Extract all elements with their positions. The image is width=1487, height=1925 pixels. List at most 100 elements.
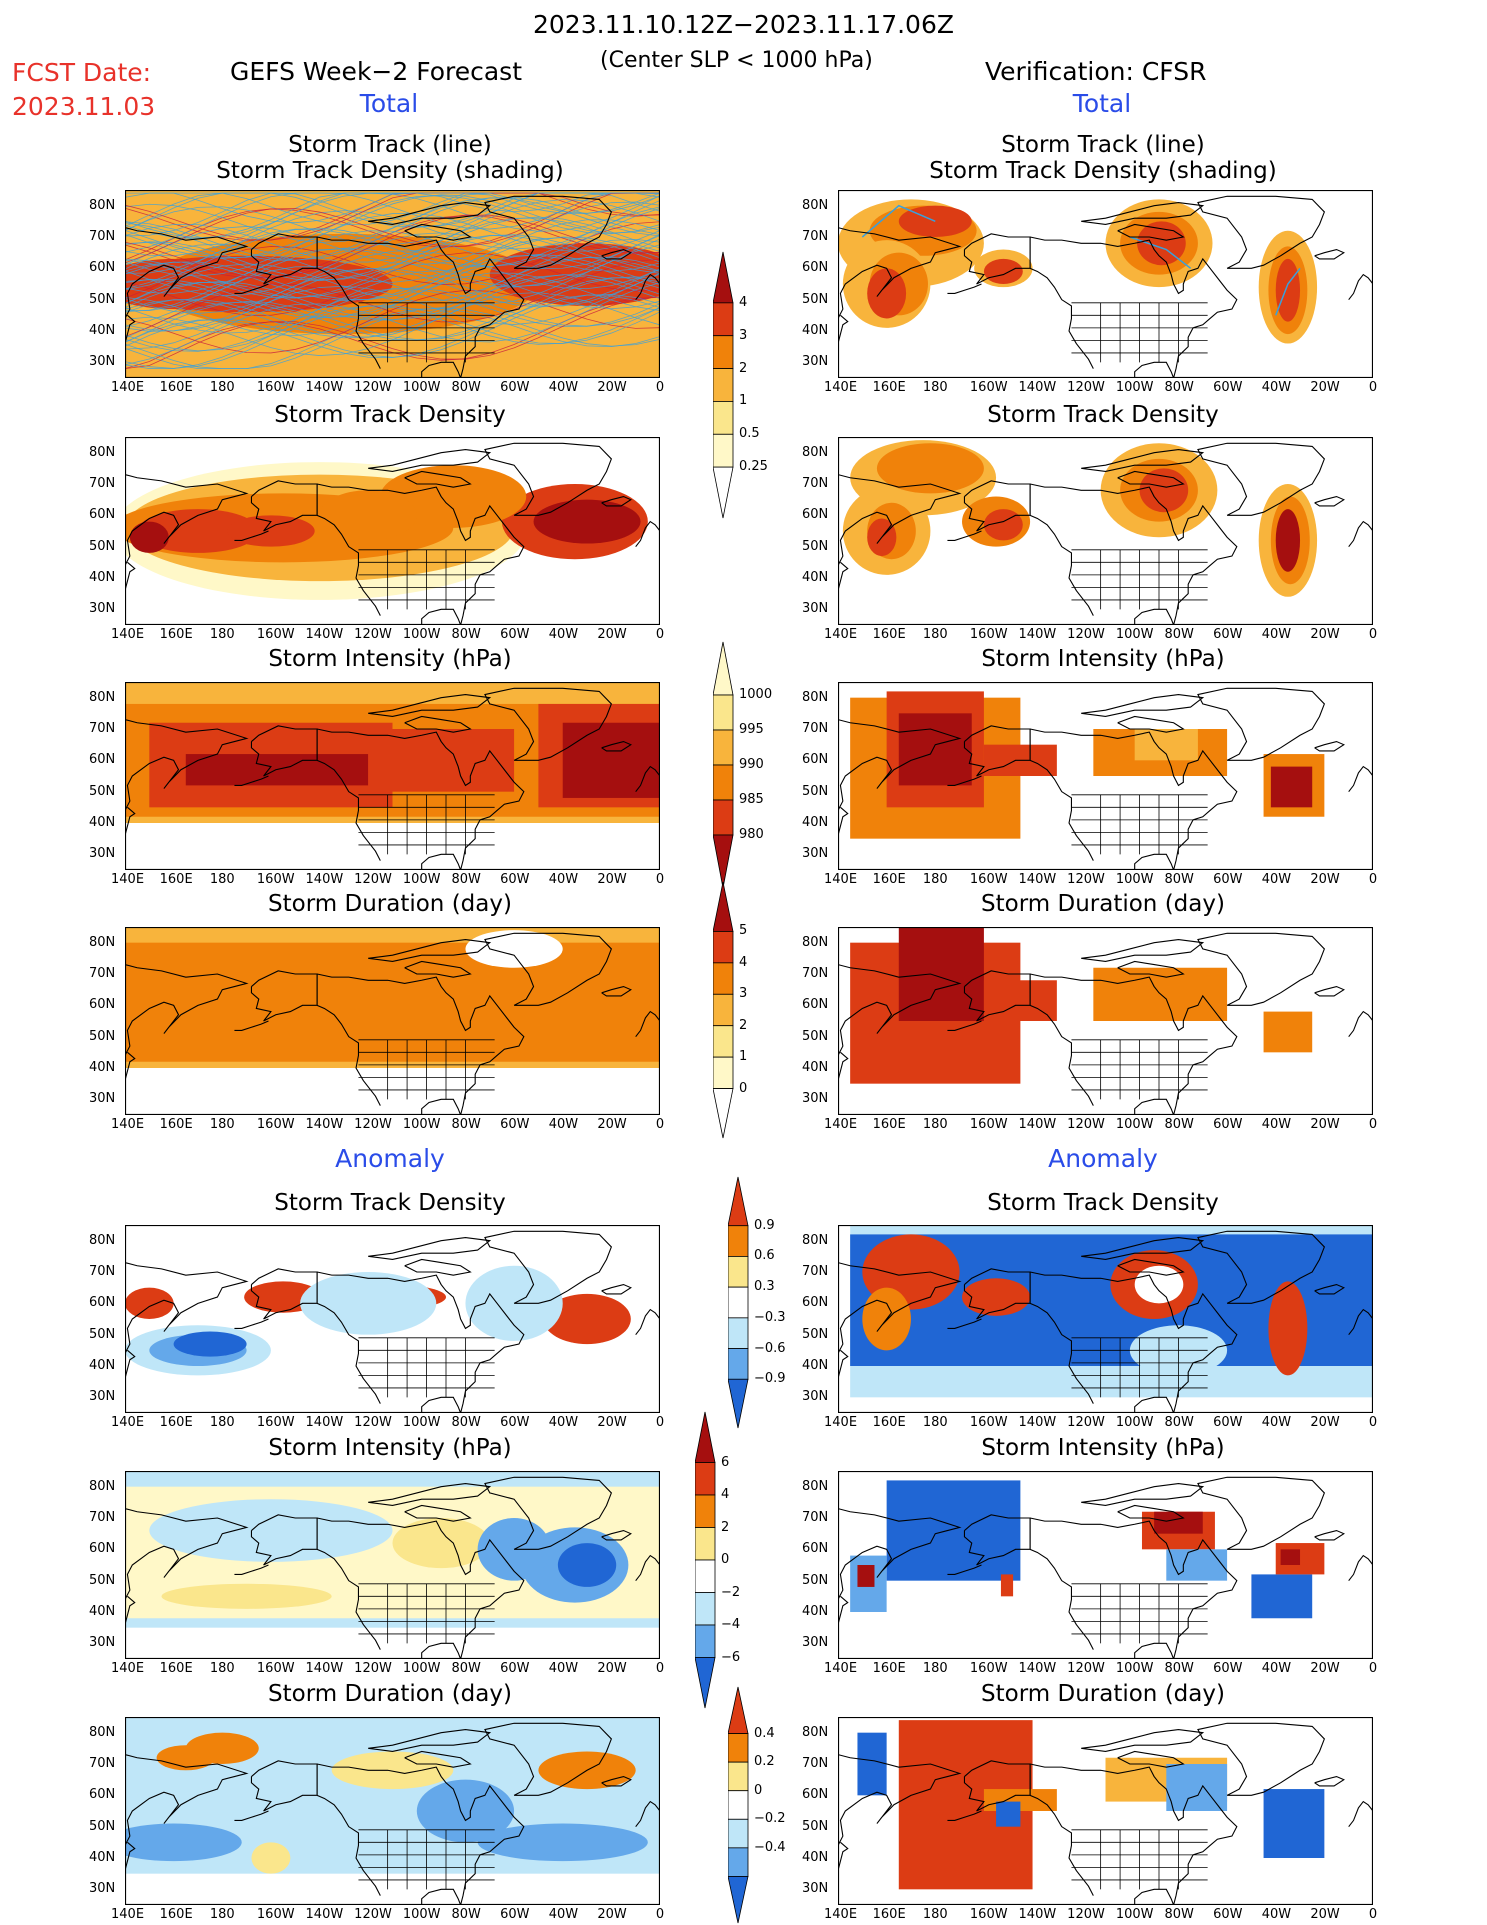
lat-tick-label: 70N [802, 966, 829, 981]
lat-tick-label: 40N [802, 815, 829, 830]
lon-tick-label: 120W [1067, 1907, 1105, 1922]
lon-tick-label: 120W [354, 627, 392, 642]
lon-tick-label: 140E [111, 1415, 145, 1430]
map-duration-forecast [125, 927, 660, 1115]
colorbar-tick-label: 995 [739, 722, 764, 737]
lon-tick-label: 140E [824, 1117, 858, 1132]
colorbar-tick-label: 1 [739, 393, 748, 409]
lon-tick-label: 120W [1067, 1661, 1105, 1676]
lon-tick-label: 80W [1164, 872, 1194, 887]
lon-tick-label: 100W [402, 1907, 441, 1922]
lon-tick-label: 140W [305, 627, 344, 642]
lon-tick-label: 160W [256, 380, 295, 395]
lon-tick-label: 120W [1067, 872, 1105, 887]
lat-tick-label: 60N [802, 752, 829, 768]
lat-tick-label: 70N [89, 966, 116, 981]
lat-tick-label: 80N [802, 934, 829, 950]
colorbar-tick-label: 4 [721, 1487, 730, 1502]
lat-tick-label: 80N [89, 1478, 116, 1494]
lon-tick-label: 40W [548, 1907, 579, 1922]
lon-tick-label: 120W [354, 1661, 392, 1676]
lon-tick-label: 100W [402, 1415, 441, 1430]
lon-tick-label: 40W [1261, 1415, 1292, 1430]
lat-tick-label: 50N [89, 1572, 116, 1588]
lat-tick-label: 30N [89, 1881, 116, 1897]
colorbar-tick-label: 980 [739, 827, 764, 842]
lat-tick-label: 30N [89, 601, 116, 617]
lon-tick-label: 140W [1018, 627, 1057, 642]
lon-tick-label: 80W [1164, 1415, 1194, 1430]
lon-tick-label: 160E [872, 1907, 906, 1922]
lat-tick-label: 50N [89, 538, 116, 554]
lon-tick-label: 0 [1368, 1661, 1378, 1676]
lat-tick-label: 80N [802, 1724, 829, 1740]
lat-tick-label: 40N [89, 1060, 116, 1075]
lat-tick-label: 60N [802, 1541, 829, 1557]
lon-tick-label: 80W [451, 627, 481, 642]
lon-tick-label: 160W [256, 1117, 295, 1132]
lat-tick-label: 80N [89, 934, 116, 950]
lon-tick-label: 20W [597, 380, 627, 395]
lon-tick-label: 140W [1018, 1117, 1057, 1132]
lon-tick-label: 40W [548, 380, 579, 395]
panel-title-track-line-right: Storm Track (line) [1001, 132, 1205, 158]
colorbar-tick-label: 1000 [739, 687, 773, 702]
lon-tick-label: 160E [159, 1907, 193, 1922]
lat-tick-label: 60N [89, 1295, 116, 1311]
lon-tick-label: 0 [655, 1117, 665, 1132]
lat-tick-label: 40N [802, 323, 829, 338]
lon-tick-label: 160E [159, 872, 193, 887]
lon-tick-label: 160E [872, 380, 906, 395]
lat-tick-label: 50N [802, 783, 829, 799]
lon-tick-label: 140E [824, 1907, 858, 1922]
lon-tick-label: 0 [1368, 1117, 1378, 1132]
lon-tick-label: 180 [922, 1117, 948, 1132]
lat-tick-label: 40N [89, 1604, 116, 1619]
lon-tick-label: 100W [1115, 380, 1154, 395]
lon-tick-label: 40W [1261, 380, 1292, 395]
lat-tick-label: 70N [802, 721, 829, 736]
lon-tick-label: 140E [111, 872, 145, 887]
lon-tick-label: 140E [111, 1117, 145, 1132]
lat-tick-label: 30N [802, 1091, 829, 1107]
lon-tick-label: 20W [1310, 1415, 1340, 1430]
colorbar-total-duration: 5 4 3 2 1 0 [713, 880, 803, 1140]
lat-tick-label: 80N [802, 1478, 829, 1494]
lon-tick-label: 180 [922, 627, 948, 642]
lat-tick-label: 70N [802, 1756, 829, 1771]
condition-subtitle: (Center SLP < 1000 hPa) [600, 48, 873, 73]
lat-tick-label: 60N [89, 997, 116, 1013]
lon-tick-label: 160E [872, 1117, 906, 1132]
lon-tick-label: 120W [354, 380, 392, 395]
map-duration-verif [838, 927, 1373, 1115]
lon-tick-label: 80W [1164, 1661, 1194, 1676]
colorbar-tick-label: 6 [721, 1454, 730, 1470]
lat-tick-label: 60N [89, 1541, 116, 1557]
lon-tick-label: 160W [969, 1661, 1008, 1676]
map-intensity-verif [838, 682, 1373, 870]
lat-tick-label: 60N [802, 1295, 829, 1311]
lon-tick-label: 140W [305, 380, 344, 395]
lat-tick-label: 50N [802, 1572, 829, 1588]
lon-tick-label: 100W [402, 1661, 441, 1676]
lon-tick-label: 120W [1067, 1117, 1105, 1132]
lon-tick-label: 100W [1115, 1907, 1154, 1922]
lon-tick-label: 160W [256, 1661, 295, 1676]
lon-tick-label: 80W [451, 1117, 481, 1132]
lon-tick-label: 100W [1115, 1661, 1154, 1676]
lon-tick-label: 60W [1213, 380, 1243, 395]
lon-tick-label: 140W [305, 1661, 344, 1676]
colorbar-tick-label: 0.6 [754, 1248, 775, 1264]
lat-tick-label: 30N [802, 1635, 829, 1651]
lon-tick-label: 140W [305, 872, 344, 887]
map-anom-duration-forecast [125, 1717, 660, 1905]
panel-title-density-right: Storm Track Density [987, 402, 1219, 428]
lat-tick-label: 40N [802, 1850, 829, 1865]
lat-tick-label: 60N [802, 997, 829, 1013]
map-track-forecast [125, 190, 660, 378]
panel-title-anom-duration-right: Storm Duration (day) [981, 1681, 1225, 1707]
lat-tick-label: 40N [802, 1060, 829, 1075]
lon-tick-label: 160W [256, 872, 295, 887]
lon-tick-label: 180 [209, 1415, 235, 1430]
colorbar-tick-label: 0.9 [754, 1217, 775, 1233]
